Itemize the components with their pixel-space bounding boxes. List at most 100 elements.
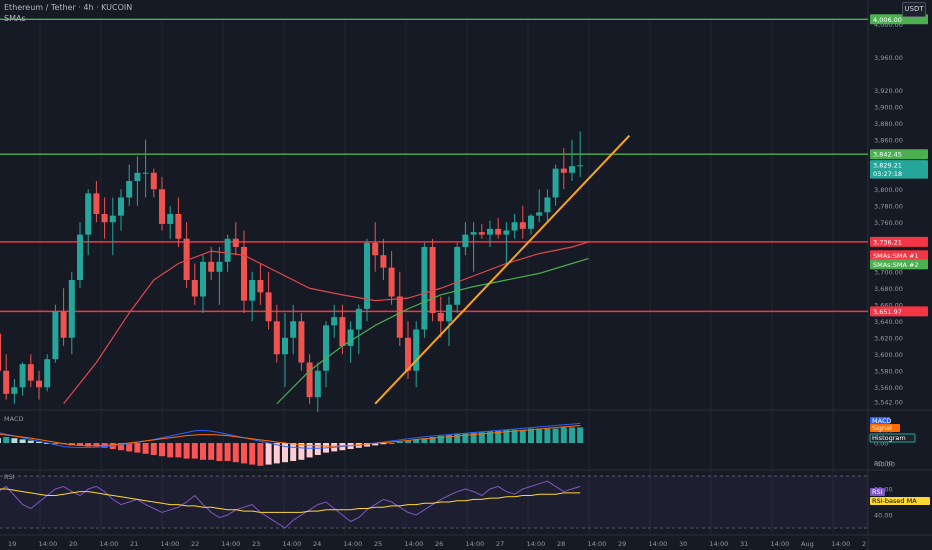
macd-legend-tag: [869, 433, 916, 443]
candle-body: [36, 380, 42, 388]
rsi-ma-line: [0, 488, 581, 513]
candle-body: [273, 321, 280, 355]
price-tick-label: 3,680.00: [874, 285, 903, 293]
candle-body: [60, 311, 67, 338]
macd-histogram-bar: [134, 443, 141, 453]
time-tick-label: 29: [618, 540, 626, 548]
candle-body: [437, 313, 444, 322]
time-tick-label: 30: [679, 540, 687, 548]
candle-body: [175, 214, 182, 239]
candle-body: [569, 166, 575, 173]
currency-button[interactable]: USDT: [902, 2, 926, 17]
macd-histogram-bar: [314, 443, 321, 455]
macd-histogram-bar: [511, 429, 518, 443]
candle-body: [216, 261, 223, 272]
time-tick-label: 14:00: [832, 540, 851, 548]
candle-body: [421, 247, 428, 330]
macd-histogram-bar: [241, 443, 247, 464]
rsi-title: RSI: [4, 473, 15, 481]
price-tick-label: 3,760.00: [874, 219, 903, 227]
macd-histogram-bar: [36, 441, 42, 443]
time-tick-label: 2: [862, 540, 866, 548]
macd-histogram-bar: [150, 443, 157, 455]
candle-body: [495, 228, 502, 235]
macd-histogram-bar: [167, 443, 174, 458]
candle-body: [388, 267, 395, 297]
macd-histogram-bar: [183, 443, 190, 459]
time-tick-label: 14:00: [405, 540, 424, 548]
macd-histogram-bar: [446, 434, 452, 443]
candle-body: [208, 261, 215, 272]
candle-body: [27, 364, 34, 381]
candle-body: [85, 193, 92, 235]
time-tick-label: 14:00: [588, 540, 607, 548]
time-tick-label: 14:00: [527, 540, 546, 548]
time-tick-label: Aug: [801, 540, 814, 548]
macd-legend-label: Signal: [872, 424, 892, 432]
candle-body: [429, 247, 436, 313]
macd-histogram-bar: [462, 433, 469, 443]
candle-body: [142, 172, 149, 174]
macd-histogram-bar: [159, 443, 165, 457]
macd-histogram-bar: [380, 443, 387, 445]
price-tag-label: 3,829.21: [873, 162, 902, 170]
macd-histogram-bar: [257, 443, 264, 466]
candle-body: [232, 238, 239, 247]
price-tag-label: 3,651.97: [873, 308, 902, 316]
rsi-tick-label: 40.00: [874, 512, 893, 520]
price-tick-label: 3,900.00: [874, 103, 903, 111]
time-tick-label: 31: [740, 540, 748, 548]
macd-histogram-bar: [142, 443, 149, 454]
time-tick-label: 19: [8, 540, 16, 548]
candle-body: [487, 228, 493, 235]
candle-body: [109, 215, 116, 223]
macd-histogram-bar: [175, 443, 182, 458]
price-tick-label: 3,620.00: [874, 334, 903, 342]
trend-line: [374, 134, 631, 405]
candle-body: [3, 370, 10, 394]
macd-histogram-bar: [126, 443, 133, 452]
price-tick-label: 3,542.00: [874, 399, 903, 407]
price-tag: [870, 236, 928, 247]
candle-body: [446, 304, 452, 322]
candle-body: [478, 232, 485, 235]
candle-body: [77, 234, 83, 280]
rsi-legend-label: RSI-based MA: [872, 497, 917, 505]
time-tick-label: 14:00: [466, 540, 485, 548]
macd-histogram-bar: [298, 443, 305, 460]
time-tick-label: 14:00: [100, 540, 119, 548]
candle-body: [101, 214, 108, 223]
candle-body: [282, 337, 288, 355]
macd-histogram-bar: [560, 427, 567, 443]
candle-body: [183, 238, 190, 280]
candle-body: [339, 317, 346, 346]
time-tick-label: 26: [435, 540, 443, 548]
candle-body: [224, 238, 231, 262]
candle-body: [298, 321, 305, 363]
candle-body: [528, 215, 534, 229]
macd-histogram-bar: [528, 428, 534, 443]
macd-histogram-bar: [282, 443, 288, 463]
rsi-band: [0, 476, 868, 528]
price-tick-label: 3,800.00: [874, 186, 903, 194]
macd-histogram-bar: [396, 441, 403, 443]
time-tick-label: 22: [191, 540, 199, 548]
price-tag: [870, 149, 928, 160]
macd-histogram-bar: [421, 438, 428, 443]
price-tick-label: 3,780.00: [874, 202, 903, 210]
price-tick-label: 4,000.00: [874, 21, 903, 29]
macd-histogram-bar: [11, 438, 18, 443]
price-tag-label: 3,842.45: [873, 151, 902, 159]
candle-body: [372, 242, 379, 256]
candle-body: [11, 387, 18, 394]
symbol-title: Ethereum / Tether · 4h · KUCOIN: [4, 3, 133, 12]
macd-histogram-bar: [0, 438, 1, 443]
price-tick-label: 3,860.00: [874, 136, 903, 144]
time-tick-label: 14:00: [283, 540, 302, 548]
candle-body: [118, 197, 124, 216]
macd-tick-label: 0.00: [874, 440, 888, 448]
rsi-legend-tag: [870, 488, 885, 496]
time-tick-label: 14:00: [710, 540, 729, 548]
